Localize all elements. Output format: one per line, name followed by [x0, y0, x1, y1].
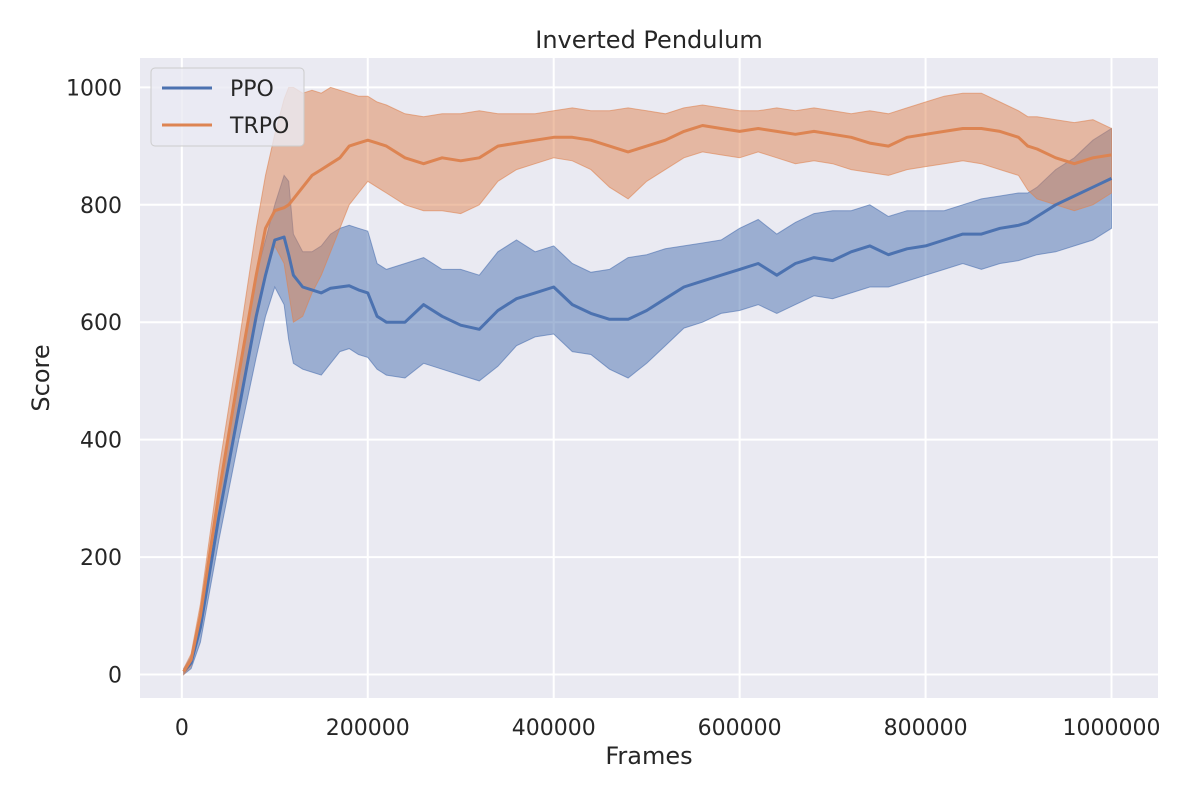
x-tick-labels: 0 200000 400000 600000 800000 1000000 — [175, 716, 1161, 741]
trpo-mean-line — [182, 124, 1112, 673]
y-tick-label: 600 — [80, 311, 122, 336]
y-tick-label: 800 — [80, 194, 122, 219]
x-tick-label: 0 — [175, 716, 189, 741]
y-tick-label: 1000 — [66, 76, 122, 101]
y-tick-label: 200 — [80, 546, 122, 571]
series-lines — [182, 124, 1113, 673]
x-axis-label: Frames — [605, 742, 692, 770]
x-tick-label: 800000 — [884, 716, 968, 741]
legend-label-trpo: TRPO — [229, 114, 289, 139]
x-tick-label: 1000000 — [1063, 716, 1161, 741]
y-axis-label: Score — [27, 344, 55, 411]
y-tick-label: 0 — [108, 664, 122, 689]
x-tick-label: 600000 — [698, 716, 782, 741]
ppo-mean-line — [182, 177, 1113, 673]
x-tick-label: 200000 — [326, 716, 410, 741]
y-tick-labels: 0 200 400 600 800 1000 — [66, 76, 122, 688]
legend-label-ppo: PPO — [230, 77, 274, 102]
chart-title: Inverted Pendulum — [535, 26, 762, 54]
ppo-band — [183, 127, 1112, 676]
y-tick-label: 400 — [80, 429, 122, 454]
legend: PPO TRPO — [150, 67, 305, 147]
x-tick-label: 400000 — [512, 716, 596, 741]
